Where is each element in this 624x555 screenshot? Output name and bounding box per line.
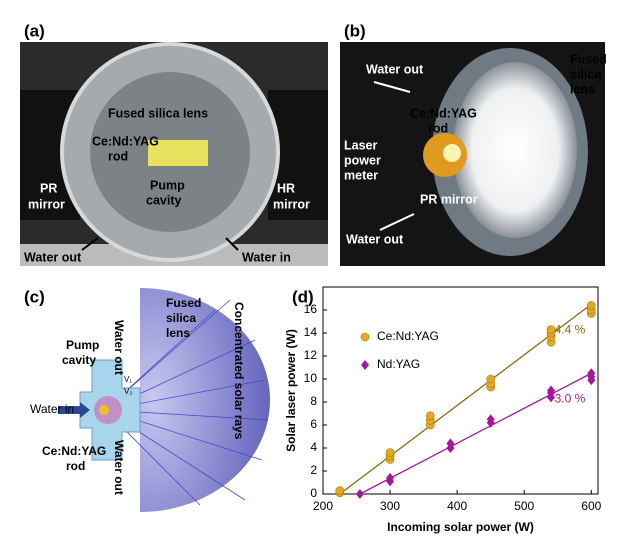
point (446, 438, 455, 449)
label: Water out (112, 440, 126, 495)
point (546, 325, 556, 334)
annotation: 4.4 % (555, 322, 586, 336)
label: V₁ (124, 375, 132, 384)
label: rod (66, 459, 85, 473)
label: power (344, 153, 381, 167)
point (586, 301, 596, 310)
chart: 200 300 400 500 600 0 2 4 6 8 10 12 14 16 Incoming sol… (284, 286, 602, 534)
y-tick-label: 12 (304, 348, 318, 362)
legend-marker (361, 360, 369, 370)
label: Water out (24, 250, 82, 264)
arrow (225, 237, 239, 251)
y-tick-label: 6 (310, 417, 317, 431)
label: Fused (570, 52, 607, 66)
arrow (379, 213, 415, 231)
y-tick-label: 4 (310, 440, 317, 454)
point (486, 414, 495, 425)
label: Fused silica lens (108, 106, 208, 120)
point (335, 486, 345, 495)
label: Water out (112, 320, 126, 375)
label: Laser (344, 138, 377, 152)
annotation: 3.0 % (555, 391, 586, 405)
label: Ce:Nd:YAG (42, 444, 106, 458)
label: Pump (66, 338, 99, 352)
rod (148, 140, 208, 166)
rod-glow (443, 144, 461, 162)
point (547, 385, 556, 396)
y-axis-label: Solar laser power (W) (284, 329, 298, 452)
label: lens (166, 326, 190, 340)
panel-label: (d) (292, 287, 314, 306)
label: cavity (146, 193, 181, 207)
label: PR (40, 181, 57, 195)
x-tick-label: 500 (514, 499, 534, 513)
panel-label: (a) (24, 21, 45, 40)
label: Water out (366, 62, 424, 76)
rod (99, 405, 109, 415)
lens (453, 62, 577, 238)
y-tick-label: 14 (304, 325, 318, 339)
point (587, 368, 596, 379)
label: Water in (242, 250, 291, 264)
point (486, 374, 495, 384)
label: rod (108, 149, 128, 163)
legend-label: Nd:YAG (377, 357, 420, 371)
label: Ce:Nd:YAG (92, 134, 159, 148)
label: Ce:Nd:YAG (410, 106, 477, 120)
legend-label: Ce:Nd:YAG (377, 329, 439, 343)
arrow (373, 81, 411, 93)
label: silica (166, 311, 196, 325)
y-tick-label: 0 (310, 486, 317, 500)
label: V₂ (124, 387, 132, 396)
y-tick-label: 16 (304, 302, 318, 316)
panel-a: (a) Fused silica lens Ce:Nd:YAG rod Pump… (20, 21, 328, 266)
label: Water out (346, 232, 404, 246)
arrow (81, 237, 99, 251)
label: silica (570, 67, 602, 81)
label: meter (344, 168, 378, 182)
label: mirror (28, 197, 65, 211)
panel-label: (c) (24, 287, 45, 306)
label: Water in (30, 402, 74, 416)
point (426, 411, 435, 421)
x-tick-label: 400 (447, 499, 467, 513)
label: lens (570, 82, 595, 96)
x-tick-label: 300 (380, 499, 400, 513)
x-axis-label: Incoming solar power (W) (387, 520, 534, 534)
y-tick-label: 10 (304, 371, 318, 385)
x-tick-label: 600 (581, 499, 601, 513)
label: cavity (62, 353, 96, 367)
plot-frame (322, 286, 599, 495)
point (385, 448, 395, 457)
label: PR mirror (420, 192, 478, 206)
label: Fused (166, 296, 201, 310)
legend-marker (360, 332, 370, 342)
label: Pump (150, 178, 185, 192)
lens (140, 288, 270, 512)
y-tick-label: 8 (310, 394, 317, 408)
label: mirror (273, 197, 310, 211)
x-tick-label: 200 (313, 499, 333, 513)
label: HR (277, 181, 295, 195)
panel-b: (b) Water out Fused silica lens Ce:Nd:YA… (340, 21, 607, 266)
panel-label: (b) (344, 21, 366, 40)
label: Concentrated solar rays (232, 302, 246, 440)
label: rod (428, 121, 448, 135)
point (355, 489, 364, 499)
y-tick-label: 2 (310, 463, 317, 477)
point (386, 472, 395, 483)
panel-c: (c) Pump cavity Water out Fused silica l… (24, 287, 270, 512)
arrow (58, 402, 90, 418)
